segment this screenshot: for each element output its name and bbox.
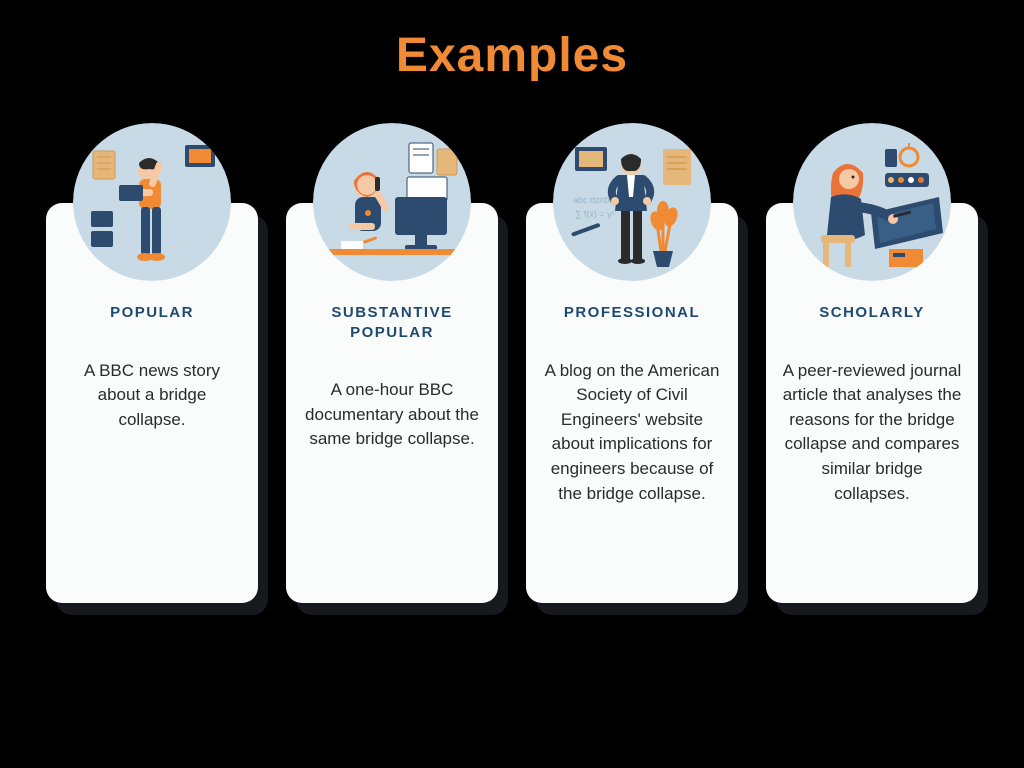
page-title: Examples xyxy=(0,0,1024,83)
card-body: abc dz/dx ∑ f(x) = y² xyxy=(526,203,738,603)
category-label: SCHOLARLY xyxy=(782,303,962,323)
card-body: SCHOLARLY A peer-reviewed journal articl… xyxy=(766,203,978,603)
card-body: SUBSTANTIVE POPULAR A one-hour BBC docum… xyxy=(286,203,498,603)
category-label: POPULAR xyxy=(62,303,242,323)
card-description: A one-hour BBC documentary about the sam… xyxy=(302,378,482,452)
illustration-circle xyxy=(793,123,951,281)
cards-row: POPULAR A BBC news story about a bridge … xyxy=(0,83,1024,603)
illustration-circle xyxy=(73,123,231,281)
person-desk-phone-icon xyxy=(313,123,471,281)
person-drawing-tablet-icon xyxy=(793,123,951,281)
person-standing-board-icon: abc dz/dx ∑ f(x) = y² xyxy=(553,123,711,281)
illustration-circle xyxy=(313,123,471,281)
card-description: A peer-reviewed journal article that ana… xyxy=(782,359,962,507)
card-substantive-popular: SUBSTANTIVE POPULAR A one-hour BBC docum… xyxy=(286,123,498,603)
card-description: A BBC news story about a bridge collapse… xyxy=(62,359,242,433)
card-body: POPULAR A BBC news story about a bridge … xyxy=(46,203,258,603)
svg-text:∑ f(x) = y²: ∑ f(x) = y² xyxy=(575,209,615,219)
svg-text:abc dz/dx: abc dz/dx xyxy=(573,195,612,205)
card-popular: POPULAR A BBC news story about a bridge … xyxy=(46,123,258,603)
card-professional: abc dz/dx ∑ f(x) = y² xyxy=(526,123,738,603)
illustration-circle: abc dz/dx ∑ f(x) = y² xyxy=(553,123,711,281)
person-standing-laptop-icon xyxy=(73,123,231,281)
category-label: PROFESSIONAL xyxy=(542,303,722,323)
card-description: A blog on the American Society of Civil … xyxy=(542,359,722,507)
card-scholarly: SCHOLARLY A peer-reviewed journal articl… xyxy=(766,123,978,603)
category-label: SUBSTANTIVE POPULAR xyxy=(302,303,482,342)
